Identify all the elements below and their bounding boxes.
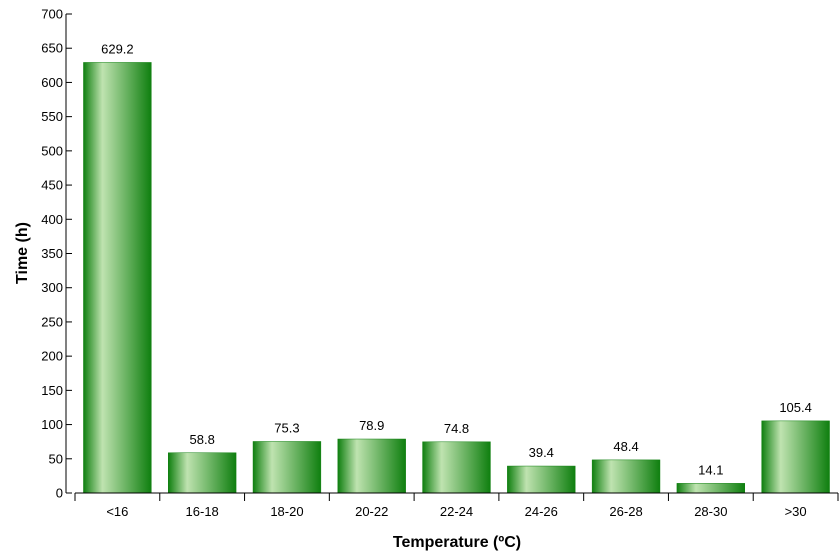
data-label: 629.2 [101,41,134,56]
bar-6 [591,459,661,494]
y-tick-label: 150 [41,383,63,398]
y-tick-label: 350 [41,246,63,261]
data-label: 48.4 [613,439,638,454]
x-tick-label: 18-20 [270,504,303,519]
x-tick-label: <16 [106,504,128,519]
y-tick-label: 700 [41,7,63,22]
data-label: 75.3 [274,420,299,435]
y-tick-label: 0 [56,486,63,501]
y-tick-label: 100 [41,417,63,432]
y-tick-label: 600 [41,75,63,90]
y-tick-label: 500 [41,143,63,158]
y-tick-label: 650 [41,41,63,56]
x-tick-label: 26-28 [609,504,642,519]
data-label: 14.1 [698,462,723,477]
bar-7 [676,483,745,494]
y-tick-label: 400 [41,212,63,227]
x-axis-title: Temperature (ºC) [393,534,521,551]
x-tick-label: 16-18 [186,504,219,519]
bar-0 [83,62,152,494]
x-tick-label: >30 [785,504,807,519]
bar-8 [761,420,830,494]
y-tick-label: 450 [41,178,63,193]
y-axis-title: Time (h) [14,222,31,284]
bar-2 [252,441,322,494]
y-tick-label: 250 [41,314,63,329]
data-label: 78.9 [359,418,384,433]
x-tick-label: 24-26 [525,504,558,519]
bar-4 [422,441,491,494]
data-label: 74.8 [444,421,469,436]
bar-3 [337,438,406,494]
data-label: 39.4 [529,445,554,460]
data-label: 105.4 [779,400,812,415]
y-axis: 0 50 100 150 200 250 300 350 400 450 500 550 600 650 7… [41,7,72,501]
bar-1 [168,452,237,494]
bar-5 [507,465,576,494]
data-label: 58.8 [190,432,215,447]
y-tick-label: 200 [41,349,63,364]
x-tick-label: 28-30 [694,504,727,519]
x-tick-label: 22-24 [440,504,473,519]
x-tick-label: 20-22 [355,504,388,519]
bars-group: 629.2 58.8 75.3 78.9 74.8 39.4 48.4 14.1 105.4 [83,41,830,494]
x-axis: <16 16-18 18-20 20-22 22-24 24-26 26-28 28-30 >3… [74,492,839,519]
y-tick-label: 50 [49,451,63,466]
y-tick-label: 550 [41,109,63,124]
y-tick-label: 300 [41,280,63,295]
